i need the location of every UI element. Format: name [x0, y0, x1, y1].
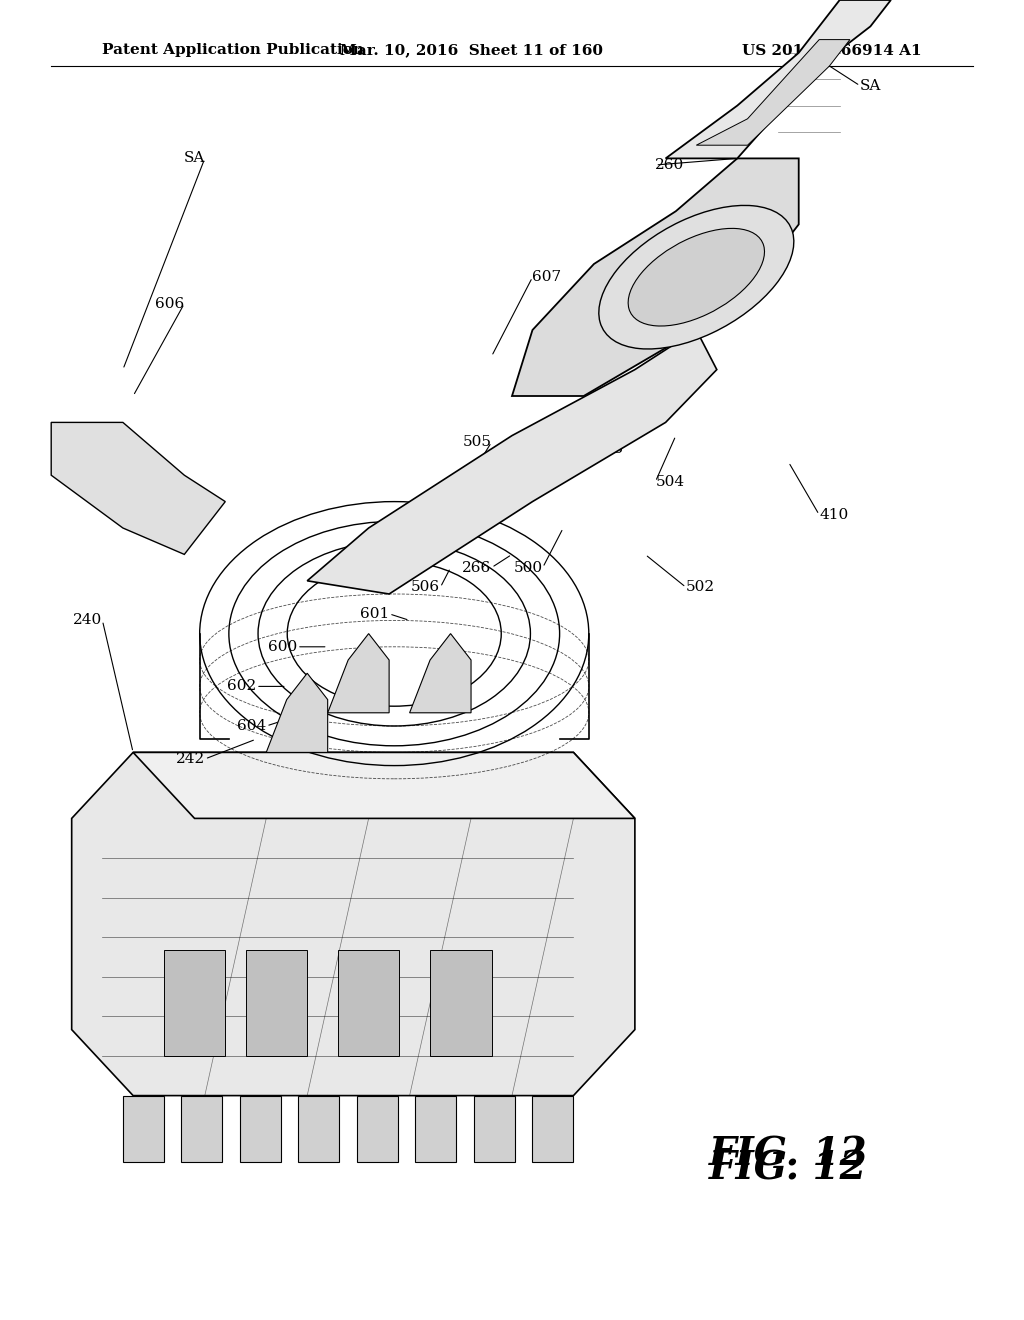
Text: 607: 607 — [532, 271, 561, 284]
Text: 506: 506 — [412, 581, 440, 594]
Polygon shape — [123, 1096, 164, 1162]
Polygon shape — [338, 950, 399, 1056]
Polygon shape — [181, 1096, 222, 1162]
Polygon shape — [328, 634, 389, 713]
Text: SA: SA — [183, 152, 205, 165]
Polygon shape — [474, 1096, 515, 1162]
Text: 600: 600 — [267, 640, 297, 653]
Polygon shape — [416, 1096, 457, 1162]
Text: 505: 505 — [463, 436, 492, 449]
Polygon shape — [133, 752, 635, 818]
Text: 602: 602 — [226, 680, 256, 693]
Text: 601: 601 — [359, 607, 389, 620]
Polygon shape — [307, 330, 717, 594]
Polygon shape — [430, 950, 492, 1056]
Text: 604: 604 — [237, 719, 266, 733]
Text: 266: 266 — [462, 561, 492, 574]
Text: 410: 410 — [819, 508, 849, 521]
Text: 502: 502 — [686, 581, 715, 594]
Text: Patent Application Publication: Patent Application Publication — [102, 44, 365, 57]
Text: 420: 420 — [534, 330, 563, 343]
Polygon shape — [410, 634, 471, 713]
Polygon shape — [512, 158, 799, 396]
Polygon shape — [532, 1096, 573, 1162]
Text: Mar. 10, 2016  Sheet 11 of 160: Mar. 10, 2016 Sheet 11 of 160 — [340, 44, 602, 57]
Text: 606: 606 — [155, 297, 184, 310]
Text: US 2016/0066914 A1: US 2016/0066914 A1 — [742, 44, 922, 57]
Polygon shape — [266, 673, 328, 752]
Polygon shape — [51, 422, 225, 554]
Polygon shape — [246, 950, 307, 1056]
Text: 240: 240 — [73, 614, 102, 627]
Polygon shape — [298, 1096, 339, 1162]
Polygon shape — [696, 40, 850, 145]
Text: FIG. 12: FIG. 12 — [710, 1137, 867, 1173]
Ellipse shape — [599, 206, 794, 348]
Polygon shape — [666, 0, 891, 158]
Ellipse shape — [628, 228, 765, 326]
Text: SA: SA — [860, 79, 882, 92]
Text: FIG. 12: FIG. 12 — [710, 1150, 867, 1187]
Text: 504: 504 — [655, 475, 684, 488]
Polygon shape — [72, 752, 635, 1096]
Text: 500: 500 — [514, 561, 543, 574]
Polygon shape — [240, 1096, 281, 1162]
Polygon shape — [357, 1096, 398, 1162]
Text: 260: 260 — [655, 158, 685, 172]
Polygon shape — [164, 950, 225, 1056]
Text: 242: 242 — [175, 752, 205, 766]
Text: 605: 605 — [594, 442, 623, 455]
